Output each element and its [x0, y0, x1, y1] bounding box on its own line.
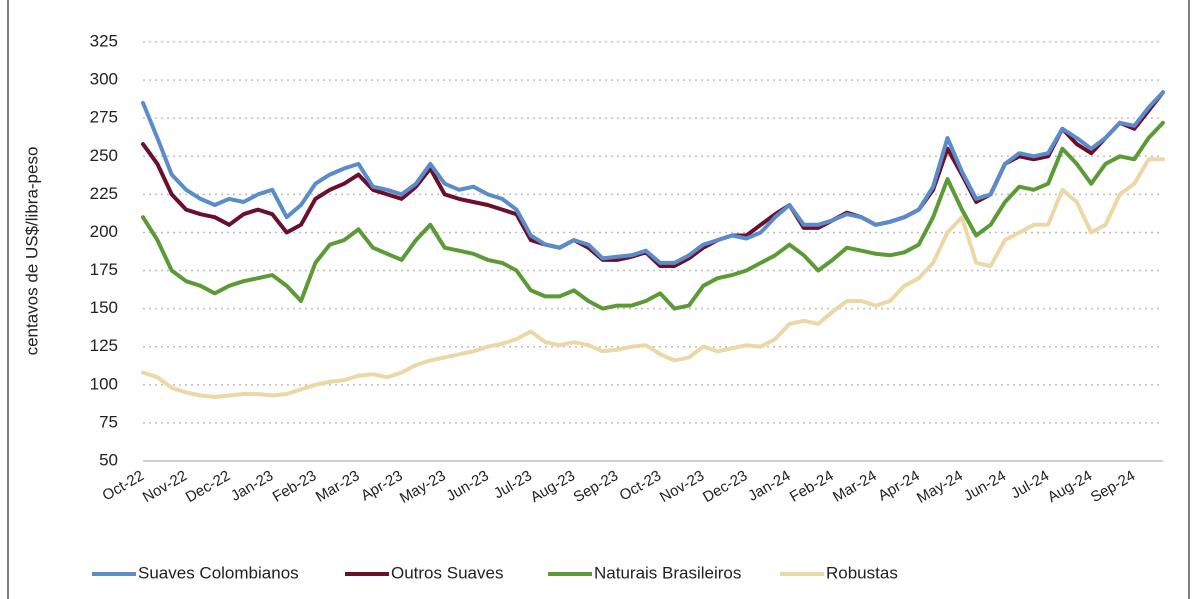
- x-tick-label: Nov-22: [140, 467, 190, 506]
- y-tick-label: 250: [90, 146, 118, 165]
- legend-label: Naturais Brasileiros: [594, 563, 741, 582]
- legend-label: Outros Suaves: [391, 563, 503, 582]
- series-line: [141, 90, 1165, 265]
- x-tick-label: Aug-23: [528, 467, 578, 506]
- x-tick-label: Mar-24: [830, 467, 880, 505]
- x-tick-label: Jul-23: [491, 467, 535, 502]
- x-tick-label: Jan-24: [745, 467, 793, 505]
- y-tick-label: 50: [99, 450, 118, 469]
- x-tick-label: Sep-23: [571, 467, 621, 506]
- x-tick-label: May-24: [914, 467, 966, 507]
- x-tick-label: Feb-23: [270, 467, 320, 505]
- y-axis-label: centavos de US$/libra-peso: [22, 147, 41, 356]
- x-tick-label: Apr-24: [875, 467, 922, 504]
- x-tick-label: Nov-23: [657, 467, 707, 506]
- x-tick-label: Feb-24: [787, 467, 837, 505]
- x-tick-label: May-23: [397, 467, 449, 507]
- x-tick-label: Dec-22: [183, 467, 233, 506]
- y-tick-label: 125: [90, 336, 118, 355]
- y-tick-label: 325: [90, 31, 118, 50]
- x-tick-label: Jun-24: [961, 467, 1009, 505]
- y-tick-label: 175: [90, 260, 118, 279]
- x-tick-label: Jun-23: [444, 467, 492, 505]
- x-tick-label: Oct-22: [99, 467, 146, 504]
- x-tick-label: Jul-24: [1008, 467, 1052, 502]
- x-tick-label: Jan-23: [228, 467, 276, 505]
- y-tick-label: 150: [90, 298, 118, 317]
- legend-label: Robustas: [826, 563, 898, 582]
- y-tick-label: 75: [99, 412, 118, 431]
- y-tick-label: 200: [90, 222, 118, 241]
- series-line: [141, 120, 1165, 311]
- y-tick-label: 300: [90, 70, 118, 89]
- y-tick-label: 275: [90, 108, 118, 127]
- y-tick-label: 225: [90, 184, 118, 203]
- y-tick-label: 100: [90, 374, 118, 393]
- x-tick-label: Mar-23: [313, 467, 363, 505]
- x-tick-label: Aug-24: [1045, 467, 1095, 506]
- legend-label: Suaves Colombianos: [138, 563, 299, 582]
- series-line: [141, 157, 1165, 399]
- x-tick-label: Dec-23: [700, 467, 750, 506]
- x-tick-label: Sep-24: [1088, 467, 1138, 506]
- x-tick-label: Oct-23: [617, 467, 664, 504]
- x-tick-label: Apr-23: [358, 467, 405, 504]
